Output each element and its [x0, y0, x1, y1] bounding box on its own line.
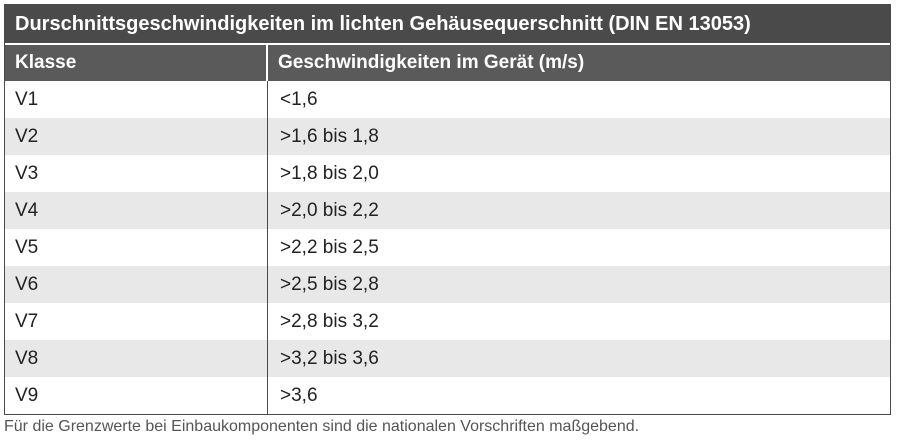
footnote: Für die Grenzwerte bei Einbaukomponenten…: [4, 418, 640, 435]
class-cell: V3: [5, 155, 268, 192]
class-cell: V2: [5, 118, 268, 155]
velocity-cell: >2,0 bis 2,2: [280, 200, 379, 221]
table-row: V9 >3,6: [5, 377, 890, 414]
table-row: V7 >2,8 bis 3,2: [5, 303, 890, 340]
class-cell: V1: [5, 81, 268, 118]
table-row: V2 >1,6 bis 1,8: [5, 118, 890, 155]
table-row: V4 >2,0 bis 2,2: [5, 192, 890, 229]
velocity-cell: >2,8 bis 3,2: [280, 311, 379, 332]
class-cell: V7: [5, 303, 268, 340]
column-header-klasse: Klasse: [5, 45, 268, 81]
velocity-cell: <1,6: [280, 89, 318, 110]
table-row: V6 >2,5 bis 2,8: [5, 266, 890, 303]
class-cell: V5: [5, 229, 268, 266]
velocity-cell: >1,6 bis 1,8: [280, 126, 379, 147]
table-row: V1 <1,6: [5, 81, 890, 118]
velocity-cell: >3,2 bis 3,6: [280, 348, 379, 369]
velocity-class-table: Durschnittsgeschwindigkeiten im lichten …: [4, 4, 891, 415]
table-header-row: Klasse Geschwindigkeiten im Gerät (m/s): [5, 45, 890, 81]
class-cell: V6: [5, 266, 268, 303]
table-row: V3 >1,8 bis 2,0: [5, 155, 890, 192]
velocity-cell: >1,8 bis 2,0: [280, 163, 379, 184]
column-header-geschwindigkeit: Geschwindigkeiten im Gerät (m/s): [278, 52, 585, 73]
velocity-cell: >2,2 bis 2,5: [280, 237, 379, 258]
class-cell: V4: [5, 192, 268, 229]
table-row: V5 >2,2 bis 2,5: [5, 229, 890, 266]
class-cell: V8: [5, 340, 268, 377]
table-title: Durschnittsgeschwindigkeiten im lichten …: [5, 5, 890, 45]
velocity-cell: >2,5 bis 2,8: [280, 274, 379, 295]
velocity-cell: >3,6: [280, 385, 318, 406]
table-row: V8 >3,2 bis 3,6: [5, 340, 890, 377]
class-cell: V9: [5, 377, 268, 414]
